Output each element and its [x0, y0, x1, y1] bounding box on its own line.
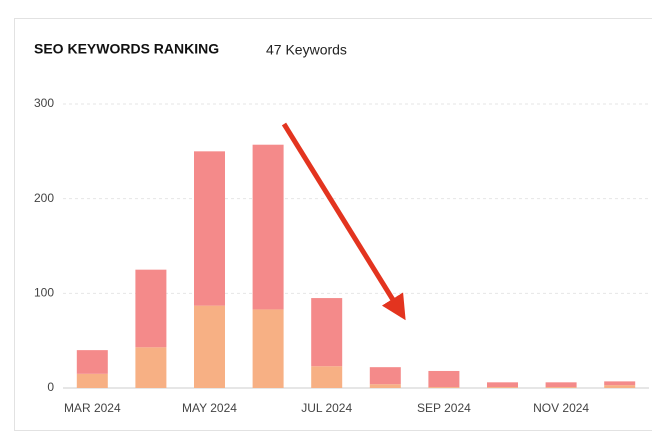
bar-segment: [428, 387, 460, 388]
bar-segment: [545, 382, 577, 388]
bar-segment: [604, 385, 636, 388]
bar-segment: [487, 387, 518, 388]
bar-segment: [369, 384, 401, 388]
bar-segment: [311, 298, 343, 367]
bar-segment: [135, 269, 167, 348]
bar-segment: [252, 309, 284, 388]
x-tick-label: SEP 2024: [417, 401, 471, 415]
bar-segment: [369, 367, 401, 385]
bar-segment: [487, 382, 518, 388]
bar-segment: [604, 381, 636, 386]
y-tick-label: 300: [34, 96, 54, 110]
bar-segment: [311, 366, 343, 388]
y-tick-label: 200: [34, 191, 54, 205]
chart-title: SEO KEYWORDS RANKING: [34, 41, 219, 57]
bar-segment: [194, 151, 225, 306]
bar-segment: [428, 370, 460, 388]
bar-segment: [135, 347, 167, 388]
x-tick-label: NOV 2024: [533, 401, 589, 415]
trend-arrow: [281, 122, 406, 321]
bar-segment: [194, 305, 225, 388]
y-tick-label: 100: [34, 286, 54, 300]
bar-segment: [76, 350, 108, 374]
y-tick-label: 0: [47, 380, 54, 394]
chart-subtitle: 47 Keywords: [266, 42, 347, 58]
bar-segment: [252, 144, 284, 310]
x-tick-label: JUL 2024: [301, 401, 352, 415]
x-tick-label: MAY 2024: [182, 401, 237, 415]
bar-segment: [545, 387, 577, 388]
x-tick-label: MAR 2024: [64, 401, 121, 415]
bar-segment: [76, 373, 108, 388]
